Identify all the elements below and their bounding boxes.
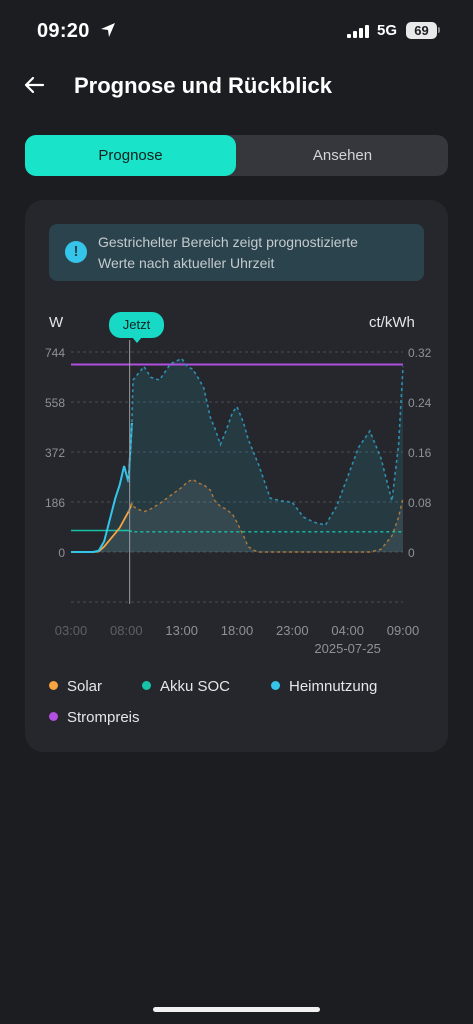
legend-dot-akku-soc	[142, 681, 151, 690]
right-tick-label: 0.16	[408, 446, 432, 460]
legend-dot-strompreis	[49, 712, 58, 721]
tab-prognose[interactable]: Prognose	[25, 135, 236, 176]
now-marker-badge: Jetzt	[109, 312, 164, 343]
x-tick-label: 13:00	[165, 623, 198, 638]
info-text-line-1: Gestrichelter Bereich zeigt prognostizie…	[98, 234, 358, 250]
status-bar: 09:20 5G 69	[0, 0, 473, 62]
right-tick-label: 0.32	[408, 346, 432, 360]
right-tick-label: 0.08	[408, 496, 432, 510]
akku-soc-forecast-line	[128, 529, 403, 533]
page-title: Prognose und Rückblick	[74, 73, 332, 98]
info-text-line-2: Werte nach aktueller Uhrzeit	[98, 255, 275, 271]
exclamation-icon: !	[65, 241, 87, 263]
left-tick-label: 744	[45, 346, 65, 360]
legend-item-strompreis[interactable]: Strompreis	[49, 709, 140, 726]
heimnutzung-area	[71, 358, 403, 552]
x-date-label: 2025-07-25	[314, 641, 381, 656]
info-text: Gestrichelter Bereich zeigt prognostizie…	[98, 232, 418, 274]
heimnutzung-line	[71, 422, 133, 553]
right-tick-label: 0	[408, 546, 415, 560]
legend-dot-heimnutzung	[271, 681, 280, 690]
solar-area	[71, 479, 403, 552]
battery-icon: 69	[406, 22, 437, 39]
left-axis-unit: W	[49, 314, 64, 331]
forecast-chart[interactable]: 744 0.32 558 0.24 372 0.16 186 0.08 0 0 03:00 08:00…	[25, 200, 448, 670]
location-arrow-icon	[101, 23, 115, 37]
legend-label-solar: Solar	[67, 678, 103, 695]
back-arrow-icon[interactable]	[22, 73, 46, 97]
battery-cap	[438, 27, 440, 33]
legend-label-strompreis: Strompreis	[67, 709, 140, 726]
signal-bars-icon	[347, 25, 369, 38]
legend-item-akku-soc[interactable]: Akku SOC	[142, 678, 230, 695]
left-tick-label: 372	[45, 446, 65, 460]
x-tick-label: 08:00	[110, 623, 143, 638]
legend-label-heimnutzung: Heimnutzung	[289, 678, 378, 695]
header: Prognose und Rückblick	[0, 60, 473, 110]
akku-soc-line	[71, 529, 133, 533]
forecast-card: ! Gestrichelter Bereich zeigt prognostiz…	[25, 200, 448, 752]
left-tick-label: 186	[45, 496, 65, 510]
solar-forecast-line	[127, 478, 404, 553]
x-tick-label: 09:00	[387, 623, 420, 638]
x-tick-label: 04:00	[331, 623, 364, 638]
legend-dot-solar	[49, 681, 58, 690]
x-tick-label: 23:00	[276, 623, 309, 638]
left-tick-label: 558	[45, 396, 65, 410]
legend-item-heimnutzung[interactable]: Heimnutzung	[271, 678, 377, 695]
left-tick-label: 0	[58, 546, 65, 560]
view-toggle: Prognose Ansehen	[25, 135, 448, 176]
right-axis-unit: ct/kWh	[369, 314, 415, 331]
tab-ansehen[interactable]: Ansehen	[312, 147, 373, 164]
legend-label-akku-soc: Akku SOC	[160, 678, 231, 695]
x-tick-label: 03:00	[55, 623, 88, 638]
x-tick-label: 18:00	[221, 623, 254, 638]
info-banner: ! Gestrichelter Bereich zeigt prognostiz…	[49, 224, 424, 281]
legend-item-solar[interactable]: Solar	[49, 678, 102, 695]
home-indicator[interactable]	[153, 1007, 320, 1012]
right-tick-label: 0.24	[408, 396, 432, 410]
status-time: 09:20	[37, 20, 90, 42]
network-label: 5G	[377, 22, 398, 39]
